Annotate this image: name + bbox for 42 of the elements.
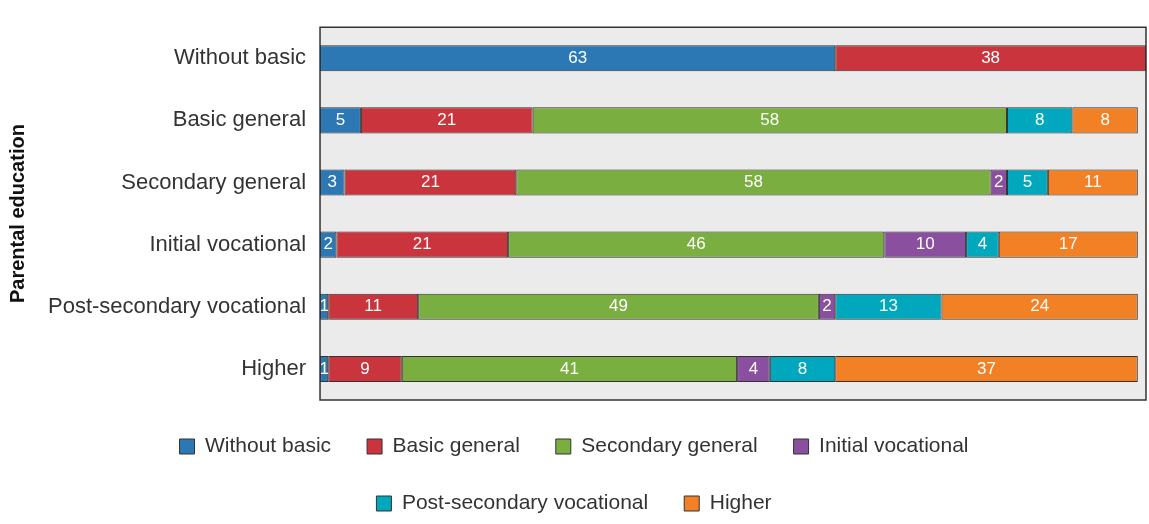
y-tick-label: Secondary general — [121, 168, 307, 194]
data-label: 2 — [323, 234, 333, 254]
y-tick-label: Post-secondary vocational — [48, 292, 307, 318]
data-label: 8 — [1034, 110, 1045, 130]
legend-label: Post-secondary vocational — [401, 490, 649, 514]
data-label: 4 — [977, 234, 988, 254]
data-label: 41 — [559, 358, 579, 378]
y-tick-label: Higher — [241, 355, 307, 380]
data-label: 58 — [760, 110, 780, 130]
y-tick-label: Initial vocational — [149, 230, 307, 256]
legend-label: Basic general — [392, 433, 520, 457]
legend-label: Without basic — [205, 433, 332, 457]
data-label: 37 — [977, 358, 996, 378]
data-label: 10 — [915, 234, 935, 254]
y-tick-label: Without basic — [173, 44, 307, 70]
legend-label: Secondary general — [581, 433, 758, 457]
data-label: 4 — [748, 358, 759, 378]
data-label: 11 — [364, 296, 383, 316]
data-label: 2 — [822, 296, 832, 316]
data-label: 17 — [1058, 234, 1078, 254]
data-label: 24 — [1030, 296, 1050, 316]
data-label: 13 — [878, 296, 898, 316]
data-label: 11 — [1084, 172, 1102, 192]
data-label: 9 — [360, 358, 370, 378]
data-label: 49 — [609, 296, 628, 316]
data-label: 21 — [437, 110, 457, 130]
data-label: 3 — [327, 172, 338, 192]
data-label: 2 — [994, 172, 1004, 192]
data-label: 8 — [1100, 110, 1110, 130]
data-label: 38 — [981, 47, 1001, 67]
legend-label: Initial vocational — [819, 433, 969, 457]
data-label: 5 — [335, 110, 346, 130]
data-label: 46 — [686, 234, 706, 254]
data-label: 58 — [744, 172, 763, 192]
legend-label: Higher — [709, 490, 772, 514]
data-label: 21 — [420, 172, 440, 192]
y-tick-label: Basic general — [172, 106, 307, 132]
data-label: 63 — [568, 47, 588, 67]
data-label: 21 — [412, 234, 432, 254]
data-label: 8 — [797, 358, 808, 378]
data-label: 5 — [1022, 172, 1033, 192]
y-axis-title: Parental education — [5, 124, 28, 304]
